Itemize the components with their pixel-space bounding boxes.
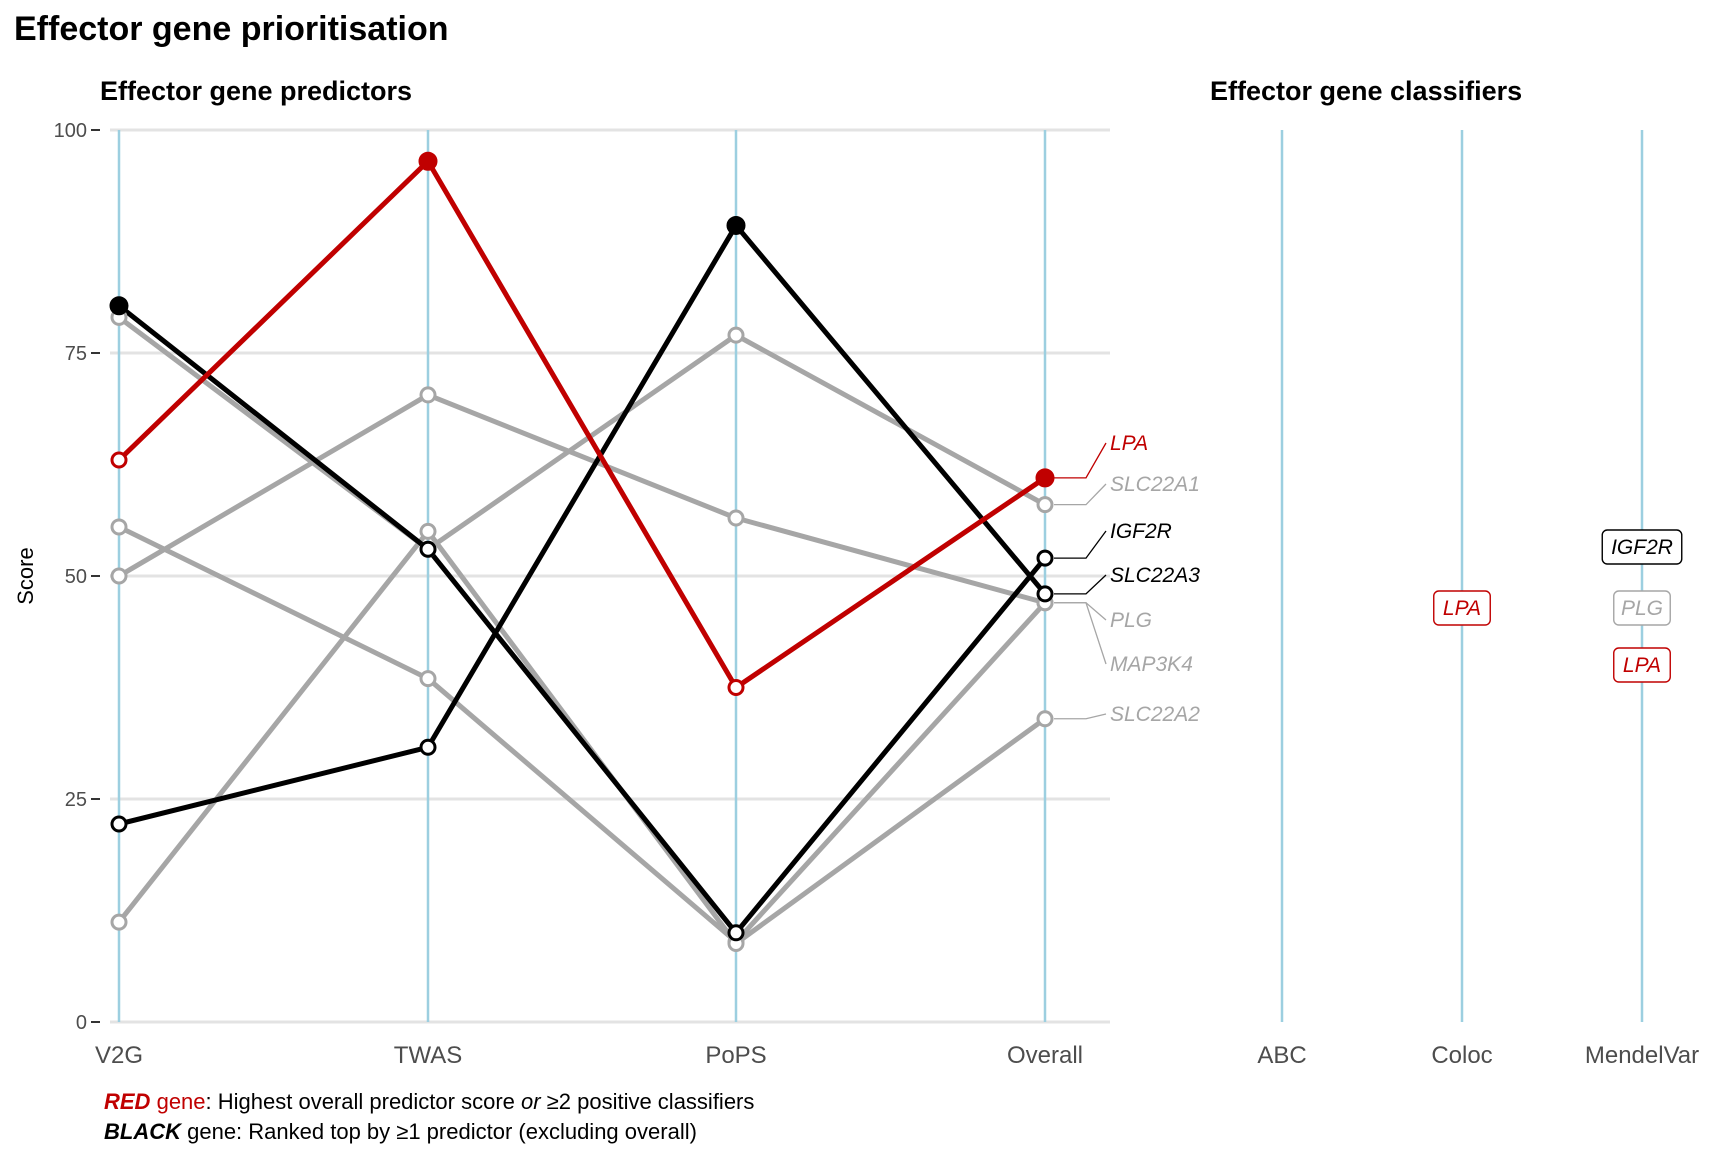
panel-title-classifiers: Effector gene classifiers <box>1210 76 1522 106</box>
point-slc22a2-v2g <box>110 913 128 931</box>
point-igf2r-v2g <box>109 296 129 316</box>
gene-labels-layer: LPA SLC22A1 IGF2R SLC22A3 PLG MAP3K4 SLC22A2 LP… <box>1054 432 1683 726</box>
grid-layer <box>110 128 1110 1024</box>
gene-label-map3k4: MAP3K4 <box>1110 653 1193 676</box>
y-tick-label-100: 100 <box>54 120 87 142</box>
point-map3k4-twas <box>419 670 437 688</box>
axis-text-layer: 0 25 50 75 100 Score V2G TWAS PoPS Overall ABC Colo… <box>13 76 1699 1069</box>
point-slc22a3-overall <box>1036 585 1054 603</box>
leader-line-plg <box>1054 602 1107 621</box>
legend-black-gene: BLACK gene: Ranked top by ≥1 predictor (… <box>104 1119 697 1145</box>
legend-red-key: RED <box>104 1089 151 1114</box>
leader-line-slc22a1 <box>1054 483 1107 506</box>
gene-label-lpa: LPA <box>1110 432 1148 455</box>
badge-label: LPA <box>1443 597 1481 620</box>
legend-black-text: gene: Ranked top by ≥1 predictor (exclud… <box>181 1119 697 1144</box>
point-lpa-overall <box>1035 468 1055 488</box>
series-line-map3k4 <box>117 524 1047 945</box>
point-lpa-v2g <box>110 451 128 469</box>
x-tick-label-v2g: V2G <box>95 1042 143 1069</box>
x-tick-label-abc: ABC <box>1257 1042 1306 1069</box>
point-igf2r-overall <box>1036 549 1054 567</box>
gene-label-igf2r: IGF2R <box>1110 520 1172 543</box>
badge-label: IGF2R <box>1611 536 1673 559</box>
point-lpa-pops <box>727 679 745 696</box>
badge-box <box>1601 529 1683 565</box>
series-line-lpa <box>117 158 1047 690</box>
gene-label-plg: PLG <box>1110 609 1152 632</box>
series-points-layer <box>109 151 1055 953</box>
point-lpa-twas <box>418 151 438 171</box>
x-tick-label-mendelvar: MendelVar <box>1585 1042 1699 1069</box>
series-line-igf2r <box>117 303 1047 936</box>
y-tick-label-50: 50 <box>65 566 87 588</box>
point-slc22a3-pops <box>726 215 746 235</box>
y-axis-label: Score <box>13 547 38 604</box>
series-line-slc22a1 <box>117 315 1047 552</box>
badge-label: PLG <box>1621 597 1663 620</box>
gene-label-slc22a3: SLC22A3 <box>1110 564 1200 587</box>
badge-mendelvar-plg: PLG <box>1613 590 1671 626</box>
badge-mendelvar-igf2r: IGF2R <box>1601 529 1683 565</box>
y-tick-label-25: 25 <box>65 789 87 811</box>
badge-box <box>1613 647 1671 683</box>
legend-red-text-a: : Highest overall predictor score <box>205 1089 521 1114</box>
x-tick-label-overall: Overall <box>1007 1042 1083 1069</box>
point-plg-twas <box>419 386 437 404</box>
point-igf2r-pops <box>727 924 745 942</box>
x-tick-label-coloc: Coloc <box>1431 1042 1492 1069</box>
series-line-plg <box>117 392 1046 606</box>
point-slc22a1-pops <box>727 326 745 344</box>
point-slc22a3-v2g <box>110 815 128 833</box>
point-slc22a2-overall <box>1036 710 1054 728</box>
leader-line-slc22a3 <box>1054 574 1107 595</box>
figure-title: Effector gene prioritisation <box>14 10 449 48</box>
x-tick-label-pops: PoPS <box>705 1042 766 1069</box>
series-line-slc22a3 <box>118 222 1047 827</box>
badge-box <box>1433 590 1491 626</box>
point-plg-pops <box>727 509 745 527</box>
point-plg-v2g <box>110 567 128 585</box>
badge-label: LPA <box>1623 654 1661 677</box>
gene-label-slc22a1: SLC22A1 <box>1110 473 1200 496</box>
badge-box <box>1613 590 1671 626</box>
leader-line-slc22a2 <box>1054 713 1107 720</box>
legend-black-key: BLACK <box>104 1119 181 1144</box>
series-lines-layer <box>117 158 1047 947</box>
leader-line-lpa <box>1054 442 1107 479</box>
y-tick-label-75: 75 <box>65 343 87 365</box>
leader-line-map3k4 <box>1054 602 1107 665</box>
point-slc22a3-twas <box>419 738 437 756</box>
legend-red-text-b: ≥2 positive classifiers <box>540 1089 755 1114</box>
y-tick-label-0: 0 <box>76 1012 87 1034</box>
point-slc22a1-overall <box>1036 496 1054 514</box>
panel-title-predictors: Effector gene predictors <box>100 76 412 106</box>
legend-red-word: gene <box>156 1089 206 1114</box>
badge-coloc-lpa: LPA <box>1433 590 1491 626</box>
legend-red-or: or <box>521 1089 541 1114</box>
badge-mendelvar-lpa: LPA <box>1613 647 1671 683</box>
gene-label-slc22a2: SLC22A2 <box>1110 703 1200 726</box>
point-igf2r-twas <box>419 540 437 558</box>
x-tick-label-twas: TWAS <box>394 1042 462 1069</box>
legend-red-gene: RED gene: Highest overall predictor scor… <box>104 1089 754 1115</box>
leader-line-igf2r <box>1054 530 1107 559</box>
point-slc22a2-twas <box>419 522 437 540</box>
point-map3k4-v2g <box>110 518 128 536</box>
